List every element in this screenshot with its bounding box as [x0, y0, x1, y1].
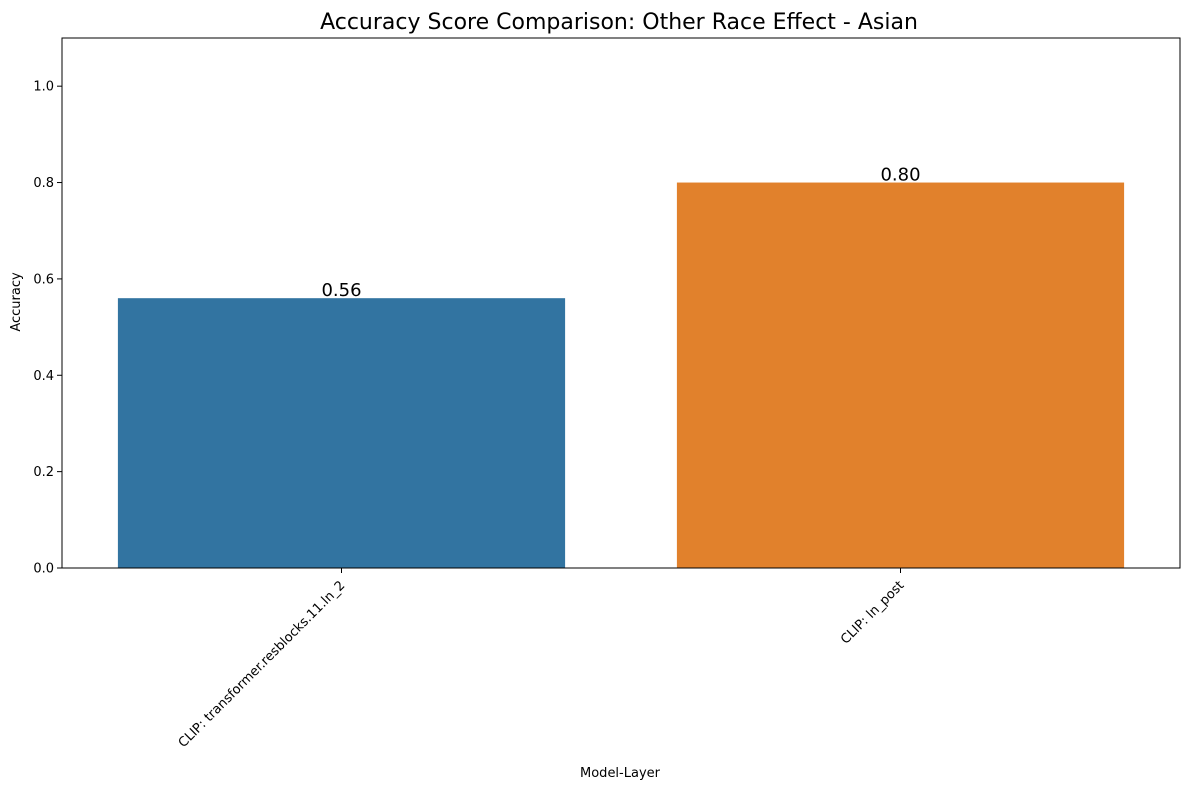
x-tick-label-1: CLIP: ln_post	[838, 578, 907, 647]
bar-0	[117, 298, 566, 568]
data-label-1: 0.80	[880, 165, 920, 186]
y-axis: 0.0 0.2 0.4 0.6 0.8 1.0	[33, 80, 62, 577]
chart-title: Accuracy Score Comparison: Other Race Ef…	[320, 10, 918, 35]
bars-group	[117, 182, 1125, 568]
y-tick-label-5: 1.0	[33, 80, 54, 95]
plot-frame	[61, 37, 1181, 569]
y-tick-label-2: 0.4	[33, 369, 54, 384]
data-labels-group: 0.56 0.80	[321, 165, 920, 302]
y-axis-label: Accuracy	[9, 272, 24, 332]
y-tick-label-3: 0.6	[33, 272, 54, 287]
data-label-0: 0.56	[321, 280, 361, 301]
y-tick-label-1: 0.2	[33, 465, 54, 480]
x-axis-label: Model-Layer	[580, 766, 661, 781]
x-tick-label-0: CLIP: transformer.resblocks.11.ln_2	[176, 578, 349, 751]
y-tick-label-0: 0.0	[33, 562, 54, 577]
bar-1	[676, 182, 1125, 568]
y-tick-label-4: 0.8	[33, 176, 54, 191]
x-axis: CLIP: transformer.resblocks.11.ln_2 CLIP:…	[176, 568, 907, 751]
